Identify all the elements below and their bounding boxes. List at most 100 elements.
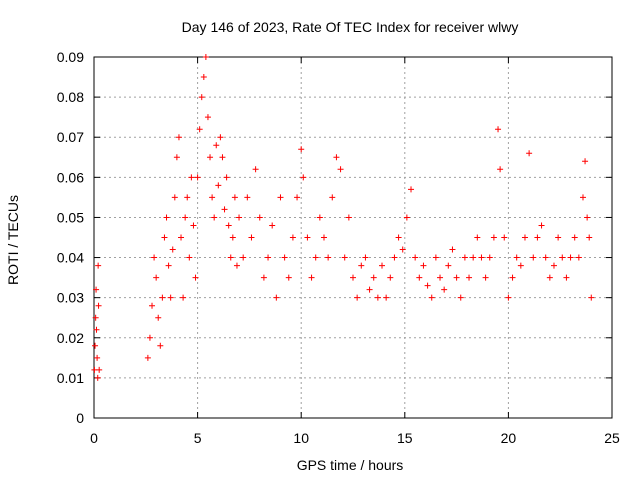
data-point bbox=[586, 234, 593, 241]
data-point bbox=[196, 126, 203, 133]
data-point bbox=[505, 294, 512, 301]
data-point bbox=[92, 314, 99, 321]
data-point bbox=[461, 254, 468, 261]
y-tick-label: 0.05 bbox=[57, 209, 84, 225]
data-point bbox=[316, 214, 323, 221]
x-tick-label: 15 bbox=[397, 430, 413, 446]
data-point bbox=[420, 262, 427, 269]
y-tick-label: 0.07 bbox=[57, 129, 84, 145]
data-point bbox=[144, 354, 151, 361]
data-point bbox=[227, 254, 234, 261]
data-point bbox=[575, 254, 582, 261]
data-point bbox=[159, 294, 166, 301]
data-point bbox=[273, 294, 280, 301]
data-point bbox=[219, 154, 226, 161]
data-point bbox=[412, 254, 419, 261]
data-point bbox=[453, 274, 460, 281]
y-tick-label: 0.03 bbox=[57, 290, 84, 306]
data-point bbox=[408, 186, 415, 193]
data-point bbox=[437, 274, 444, 281]
data-point bbox=[490, 234, 497, 241]
data-point bbox=[358, 262, 365, 269]
data-point bbox=[186, 254, 193, 261]
data-point bbox=[555, 234, 562, 241]
data-point bbox=[163, 214, 170, 221]
data-point bbox=[559, 254, 566, 261]
data-point bbox=[542, 254, 549, 261]
data-point bbox=[470, 254, 477, 261]
data-point bbox=[221, 206, 228, 213]
data-point bbox=[482, 274, 489, 281]
data-point bbox=[285, 274, 292, 281]
data-point bbox=[325, 254, 332, 261]
data-point bbox=[495, 126, 502, 133]
data-point bbox=[198, 94, 205, 101]
data-point bbox=[588, 294, 595, 301]
data-point bbox=[192, 274, 199, 281]
data-point bbox=[151, 254, 158, 261]
data-point bbox=[277, 194, 284, 201]
data-point bbox=[236, 214, 243, 221]
data-point bbox=[173, 154, 180, 161]
data-point bbox=[428, 294, 435, 301]
data-point bbox=[517, 262, 524, 269]
data-point bbox=[256, 214, 263, 221]
data-points bbox=[91, 54, 595, 381]
y-tick-label: 0 bbox=[76, 410, 84, 426]
data-point bbox=[93, 326, 100, 333]
data-point bbox=[445, 262, 452, 269]
data-point bbox=[391, 254, 398, 261]
data-point bbox=[320, 234, 327, 241]
y-tick-labels: 0 0.01 0.02 0.03 0.04 0.05 0.06 0.07 0.08 0.09 bbox=[57, 49, 84, 426]
data-point bbox=[329, 194, 336, 201]
data-point bbox=[379, 262, 386, 269]
data-point bbox=[538, 222, 545, 229]
x-axis-label: GPS time / hours bbox=[297, 457, 404, 473]
data-point bbox=[204, 114, 211, 121]
data-point bbox=[94, 354, 101, 361]
data-point bbox=[474, 234, 481, 241]
data-point bbox=[374, 294, 381, 301]
data-point bbox=[229, 234, 236, 241]
data-point bbox=[478, 254, 485, 261]
data-point bbox=[153, 274, 160, 281]
data-point bbox=[294, 194, 301, 201]
data-point bbox=[231, 194, 238, 201]
data-point bbox=[582, 158, 589, 165]
chart-title: Day 146 of 2023, Rate Of TEC Index for r… bbox=[182, 19, 519, 35]
data-point bbox=[233, 262, 240, 269]
data-point bbox=[567, 254, 574, 261]
data-point bbox=[248, 234, 255, 241]
data-point bbox=[252, 166, 259, 173]
y-tick-label: 0.09 bbox=[57, 49, 84, 65]
data-point bbox=[304, 234, 311, 241]
data-point bbox=[167, 294, 174, 301]
data-point bbox=[333, 154, 340, 161]
data-point bbox=[92, 342, 99, 349]
x-tick-label: 10 bbox=[293, 430, 309, 446]
data-point bbox=[149, 302, 156, 309]
data-point bbox=[95, 302, 102, 309]
data-point bbox=[354, 294, 361, 301]
x-tick-label: 25 bbox=[604, 430, 620, 446]
data-point bbox=[579, 194, 586, 201]
data-point bbox=[180, 294, 187, 301]
y-tick-label: 0.06 bbox=[57, 169, 84, 185]
data-point bbox=[244, 194, 251, 201]
data-point bbox=[424, 282, 431, 289]
data-point bbox=[366, 286, 373, 293]
data-point bbox=[509, 274, 516, 281]
x-tick-label: 0 bbox=[90, 430, 98, 446]
data-point bbox=[188, 174, 195, 181]
data-point bbox=[534, 234, 541, 241]
data-point bbox=[194, 174, 201, 181]
data-point bbox=[370, 274, 377, 281]
plot-frame bbox=[93, 56, 613, 419]
y-tick-label: 0.02 bbox=[57, 330, 84, 346]
data-point bbox=[337, 166, 344, 173]
x-tick-labels: 0 5 10 15 20 25 bbox=[90, 430, 620, 446]
data-point bbox=[95, 262, 102, 269]
data-point bbox=[441, 286, 448, 293]
